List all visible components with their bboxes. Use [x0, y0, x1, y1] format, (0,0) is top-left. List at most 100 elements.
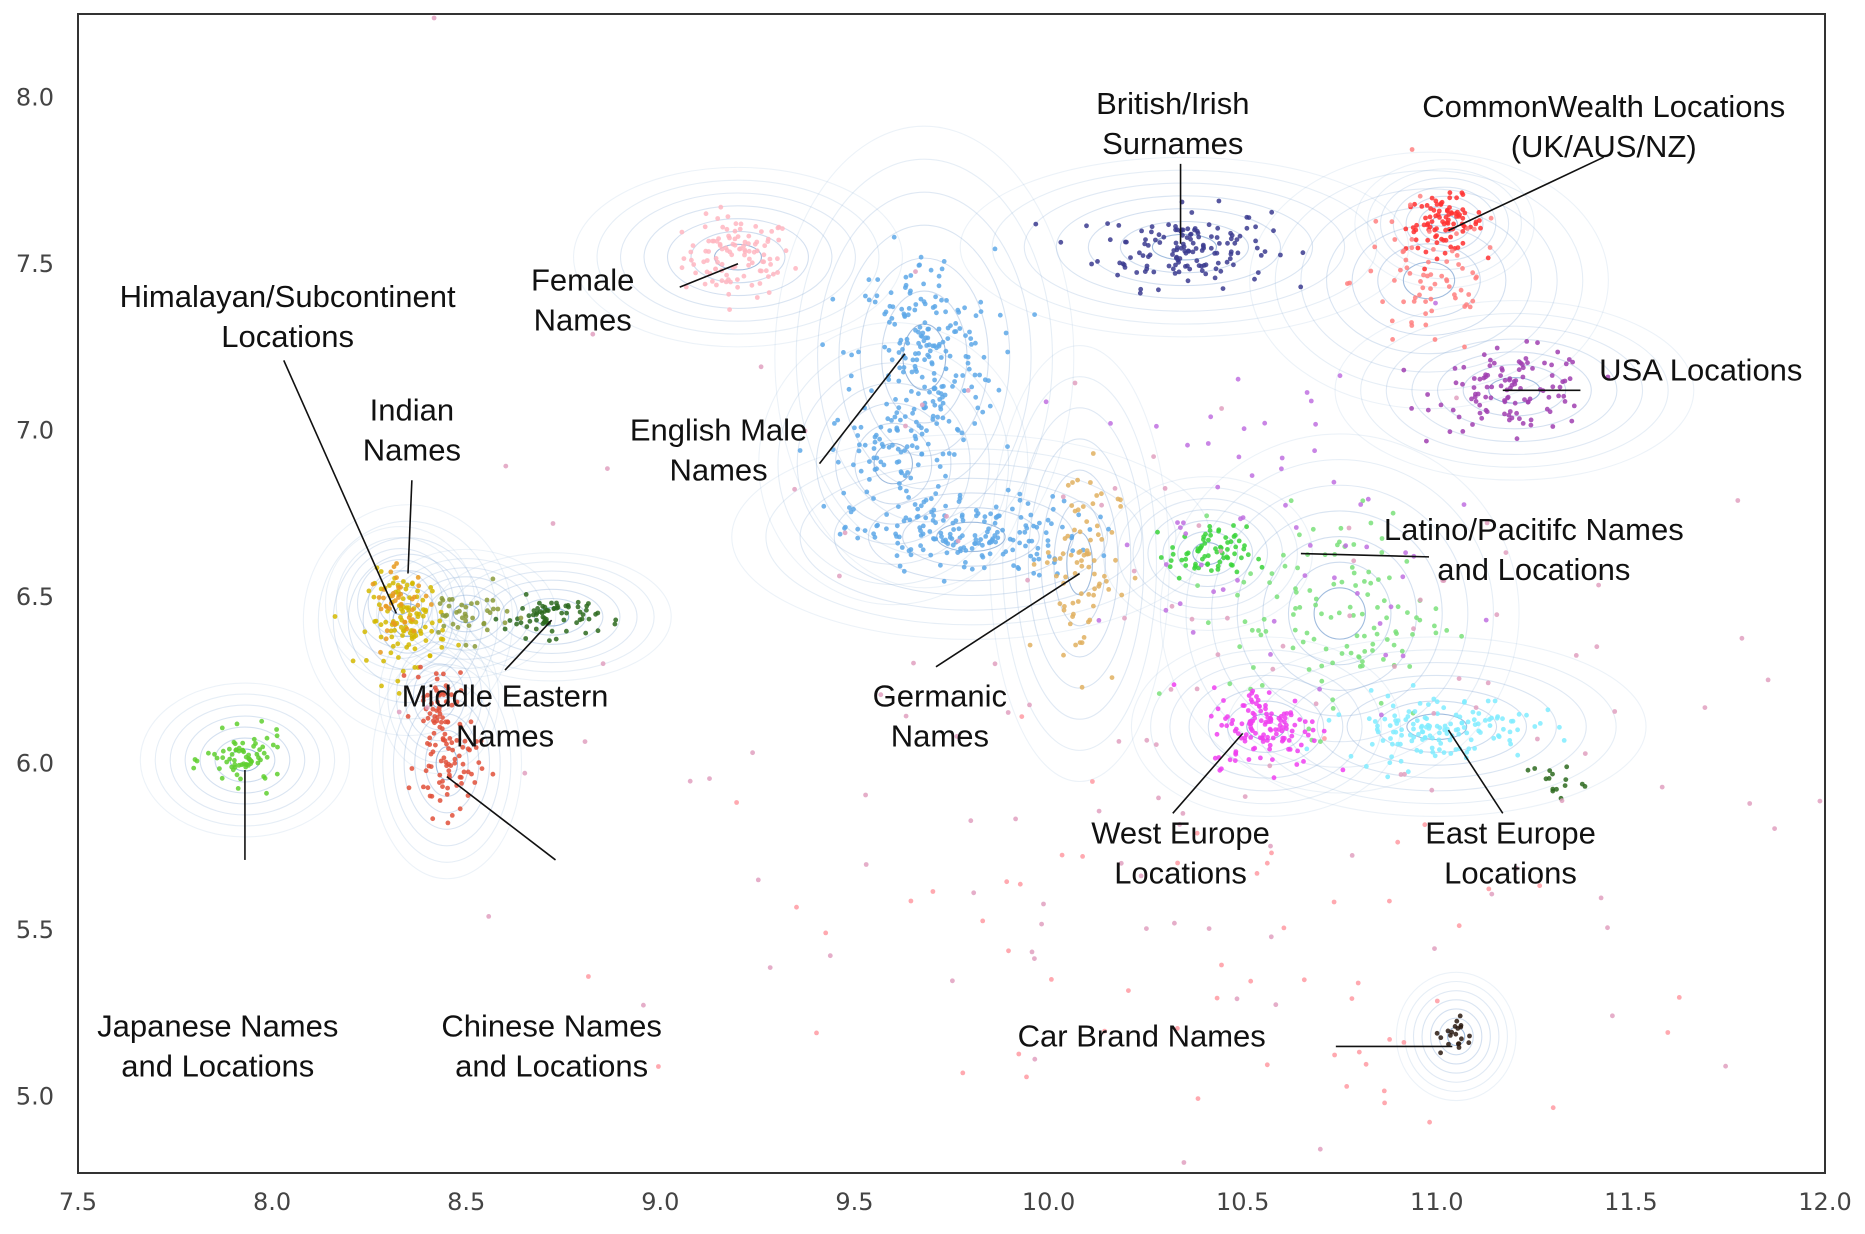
- scatter-point-15-1: [1091, 592, 1096, 598]
- scatter-point-0-82: [724, 272, 729, 278]
- scatter-point-5-99: [930, 343, 936, 349]
- scatter-point-8-76: [423, 609, 428, 615]
- scatter-point-13-12: [433, 742, 438, 748]
- scatter-point-5-111: [893, 397, 898, 402]
- density-contour-10-6: [448, 561, 655, 673]
- scatter-point-0-77: [732, 228, 738, 234]
- scatter-point-20-6: [1337, 373, 1343, 379]
- scatter-point-0-87: [742, 239, 748, 245]
- scatter-point-13-73: [440, 778, 445, 784]
- scatter-point-6-42: [1031, 570, 1037, 576]
- scatter-point-23-79: [1144, 926, 1149, 931]
- scatter-point-6-131: [995, 529, 1000, 535]
- annotation-label-7-0: Latino/Pacitifc Names: [1384, 512, 1684, 547]
- scatter-point-5-152: [913, 351, 918, 357]
- scatter-point-23-16: [755, 877, 761, 883]
- scatter-point-19-51: [1429, 745, 1435, 751]
- scatter-point-7-4: [925, 441, 931, 447]
- scatter-point-7-50: [919, 431, 925, 437]
- scatter-point-18-109: [1266, 690, 1272, 695]
- scatter-point-4-19: [1520, 374, 1526, 380]
- scatter-point-18-47: [1233, 726, 1239, 732]
- density-contour-4-5: [1385, 325, 1644, 456]
- scatter-point-23-7: [1610, 1013, 1615, 1019]
- scatter-point-19-135: [1431, 696, 1437, 702]
- scatter-point-7-75: [898, 469, 904, 475]
- scatter-point-4-9: [1453, 380, 1459, 386]
- scatter-point-23-17: [1206, 926, 1212, 931]
- scatter-point-0-5: [679, 265, 685, 271]
- scatter-point-9-26: [370, 581, 376, 587]
- scatter-point-21-6: [1445, 1028, 1451, 1034]
- scatter-point-6-142: [893, 531, 898, 537]
- scatter-point-17-106: [1306, 667, 1312, 672]
- scatter-point-9-16: [384, 628, 390, 634]
- scatter-point-19-87: [1430, 749, 1436, 755]
- x-tick-label-1: 8.0: [253, 1188, 291, 1216]
- scatter-point-11-10: [470, 615, 475, 621]
- scatter-point-24-24: [1486, 886, 1492, 892]
- scatter-point-19-5: [1387, 760, 1393, 766]
- scatter-point-19-120: [1336, 712, 1342, 718]
- scatter-point-17-90: [1282, 563, 1288, 569]
- scatter-point-4-5: [1494, 345, 1500, 351]
- scatter-point-9-22: [378, 606, 384, 612]
- scatter-point-0-47: [726, 233, 731, 239]
- scatter-point-6-86: [899, 545, 905, 550]
- scatter-point-1-109: [1095, 259, 1100, 264]
- scatter-point-10-44: [502, 626, 508, 632]
- scatter-point-23-119: [1723, 1063, 1728, 1069]
- scatter-point-5-83: [863, 293, 868, 299]
- scatter-point-5-60: [966, 366, 972, 372]
- scatter-point-1-129: [1140, 253, 1146, 258]
- scatter-point-12-52: [246, 752, 252, 758]
- scatter-point-19-134: [1448, 721, 1453, 727]
- scatter-point-1-121: [1145, 243, 1151, 248]
- density-contour-0-7: [573, 166, 903, 348]
- scatter-point-10-43: [595, 628, 601, 634]
- scatter-point-15-53: [1115, 496, 1121, 502]
- scatter-point-16-53: [1201, 537, 1206, 542]
- scatter-point-7-69: [890, 442, 895, 448]
- scatter-point-6-61: [961, 564, 967, 570]
- scatter-point-23-39: [1772, 826, 1777, 831]
- annotation-label-6-1: Names: [669, 452, 767, 487]
- scatter-point-14-33: [434, 688, 439, 693]
- scatter-point-8-13: [390, 643, 396, 649]
- scatter-point-9-25: [384, 604, 389, 609]
- density-contour-16-6: [1117, 487, 1298, 621]
- scatter-point-7-38: [871, 531, 876, 537]
- scatter-point-23-26: [600, 661, 606, 667]
- scatter-point-1-122: [1203, 262, 1209, 268]
- scatter-point-19-129: [1470, 709, 1476, 715]
- scatter-point-8-55: [388, 650, 394, 656]
- scatter-point-12-69: [240, 747, 246, 753]
- scatter-point-7-53: [901, 518, 907, 524]
- annotation-label-4-1: Locations: [221, 319, 354, 354]
- scatter-point-24-43: [1175, 860, 1180, 866]
- scatter-point-17-88: [1433, 630, 1439, 636]
- scatter-point-17-118: [1362, 649, 1368, 654]
- density-contour-5-7: [774, 125, 1075, 589]
- scatter-point-19-117: [1557, 724, 1562, 730]
- scatter-point-24-58: [908, 898, 914, 904]
- scatter-point-15-56: [1084, 519, 1090, 524]
- scatter-point-19-70: [1508, 741, 1513, 747]
- scatter-point-16-35: [1183, 556, 1189, 562]
- scatter-point-1-98: [1142, 241, 1148, 247]
- scatter-point-16-40: [1207, 524, 1213, 529]
- scatter-point-1-23: [1196, 234, 1202, 240]
- density-contour-18-4: [1188, 674, 1344, 779]
- density-contour-17-5: [1211, 484, 1469, 743]
- scatter-point-13-27: [440, 737, 446, 743]
- scatter-point-1-118: [1173, 240, 1179, 246]
- scatter-point-15-18: [1063, 574, 1068, 580]
- scatter-point-19-42: [1417, 701, 1423, 706]
- scatter-point-6-21: [1061, 498, 1067, 504]
- scatter-point-23-125: [1181, 1160, 1187, 1165]
- scatter-point-19-83: [1419, 729, 1425, 735]
- scatter-point-7-16: [930, 417, 936, 422]
- scatter-point-6-145: [995, 535, 1001, 541]
- scatter-point-17-84: [1353, 583, 1358, 588]
